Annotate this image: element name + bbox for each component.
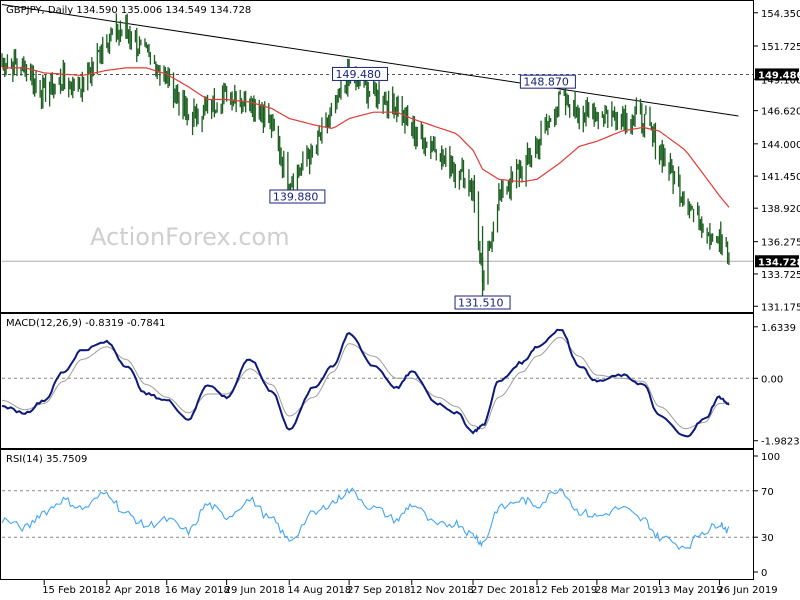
macd-y-tick-label: 1.6339 — [761, 323, 796, 334]
x-tick-label: 16 May 2018 — [165, 585, 230, 596]
price-y-tick-label: 151.725 — [761, 42, 800, 53]
price-y-tick-label: 146.620 — [761, 107, 800, 118]
x-tick-label: 27 Sep 2018 — [347, 585, 410, 596]
annotation-label: 149.480 — [336, 68, 382, 81]
price-y-tick-label: 141.450 — [761, 172, 800, 183]
x-tick-label: 26 Jun 2019 — [717, 585, 777, 596]
price-layer: 154.350 151.725 149.100 146.620 144.000 141.4… — [1, 4, 800, 313]
price-header: GBPJPY, Daily 134.590 135.006 134.549 13… — [6, 5, 251, 16]
price-y-tick-label: 149.100 — [761, 75, 800, 86]
level-tag-label: 149.480 — [758, 70, 800, 81]
level-tag — [755, 68, 799, 81]
x-tick-label: 15 Feb 2018 — [42, 585, 104, 596]
rsi-header: RSI(14) 35.7509 — [6, 454, 87, 465]
watermark: ActionForex.com — [90, 223, 290, 251]
macd-header: MACD(12,26,9) -0.8319 -0.7841 — [6, 318, 166, 329]
annotation-box — [454, 295, 511, 310]
price-bars — [1, 13, 730, 303]
price-y-tick-label: 136.275 — [761, 238, 800, 249]
rsi-line — [1, 487, 730, 550]
rsi-y-tick-label: 30 — [761, 533, 774, 544]
annotation-label: 139.880 — [273, 191, 319, 204]
x-tick-label: 12 Nov 2018 — [410, 585, 474, 596]
level-tag-label: 134.728 — [758, 257, 800, 268]
x-tick-label: 2 Apr 2018 — [105, 585, 160, 596]
price-y-tick-label: 138.920 — [761, 204, 800, 215]
x-tick-label: 28 Mar 2019 — [595, 585, 658, 596]
trendline — [1, 4, 739, 117]
macd-layer: 1.6339 0.00 -1.9823 — [1, 323, 800, 448]
rsi-panel-frame — [0, 449, 754, 580]
macd-panel-frame — [0, 313, 754, 449]
rsi-y-tick-label: 0 — [761, 568, 767, 579]
annotation-label: 131.510 — [458, 297, 504, 310]
level-tag — [755, 255, 799, 268]
price-y-tick-label: 154.350 — [761, 9, 800, 20]
macd-line — [1, 328, 730, 438]
moving-average-line — [2, 67, 730, 208]
rsi-y-tick-label: 70 — [761, 487, 774, 498]
annotation-box — [332, 66, 389, 81]
annotation-box — [519, 74, 576, 89]
annotation-box — [269, 189, 326, 204]
x-tick-label: 27 Dec 2018 — [471, 585, 535, 596]
x-tick-label: 29 Jun 2018 — [225, 585, 285, 596]
macd-y-tick-label: 0.00 — [761, 374, 783, 385]
x-tick-label: 12 Feb 2019 — [535, 585, 597, 596]
macd-y-tick-label: -1.9823 — [761, 437, 800, 448]
x-tick-label: 14 Aug 2018 — [287, 585, 351, 596]
price-panel-frame — [0, 0, 754, 313]
rsi-y-tick-label: 100 — [761, 452, 780, 463]
x-tick-label: 13 May 2019 — [658, 585, 723, 596]
rsi-layer: 100 70 30 0 — [1, 452, 780, 579]
macd-signal-line — [1, 336, 729, 430]
price-y-tick-label: 144.000 — [761, 140, 800, 151]
price-y-tick-label: 133.725 — [761, 270, 800, 281]
price-y-tick-label: 131.175 — [761, 302, 800, 313]
annotation-label: 148.870 — [523, 76, 569, 89]
